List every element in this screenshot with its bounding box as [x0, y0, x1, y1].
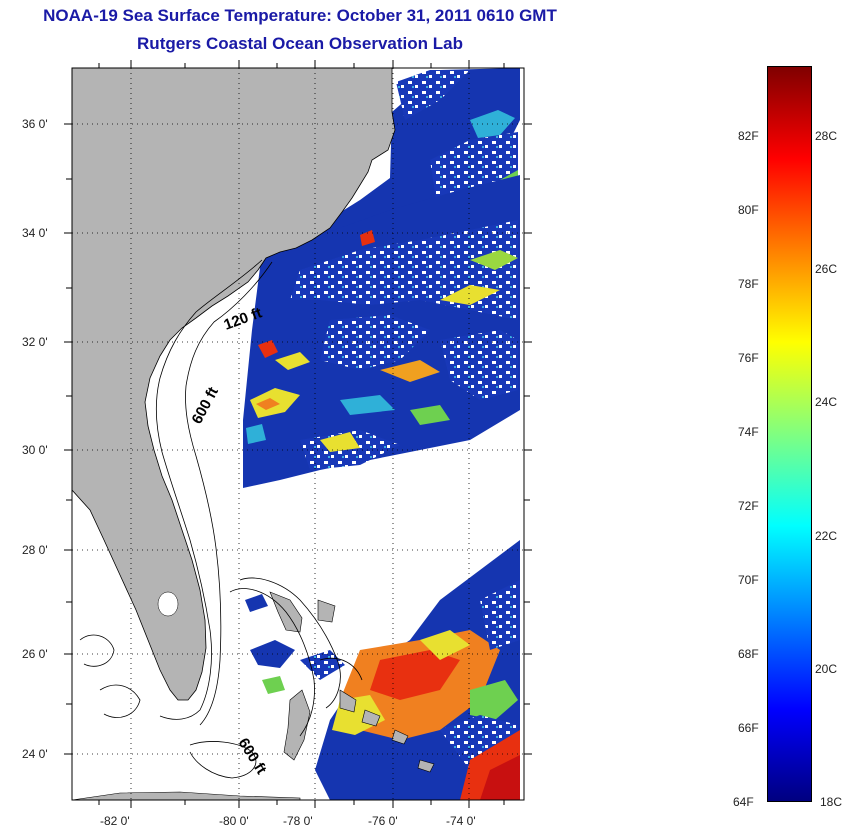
colorbar-label-24c: 24C — [815, 395, 838, 409]
lat-label-36: 36 0' — [22, 117, 48, 131]
colorbar-label-26c: 26C — [815, 262, 838, 276]
colorbar-label-74f: 74F — [738, 425, 759, 439]
colorbar-label-78f: 78F — [738, 277, 759, 291]
colorbar-label-64f: 64F — [733, 795, 754, 809]
bathymetry-contours — [79, 259, 363, 779]
colorbar-label-28c: 28C — [815, 129, 838, 143]
lon-label-78: -78 0' — [283, 814, 313, 828]
colorbar-label-80f: 80F — [738, 203, 759, 217]
lat-label-34: 34 0' — [22, 226, 48, 240]
temperature-colorbar — [767, 66, 812, 802]
map-subtitle: Rutgers Coastal Ocean Observation Lab — [137, 34, 463, 53]
colorbar-label-68f: 68F — [738, 647, 759, 661]
lat-label-28: 28 0' — [22, 543, 48, 557]
axis-ticks — [64, 60, 532, 808]
colorbar-label-66f: 66F — [738, 721, 759, 735]
lon-label-74: -74 0' — [446, 814, 476, 828]
colorbar-label-22c: 22C — [815, 529, 838, 543]
lake-okeechobee — [157, 591, 179, 617]
colorbar-label-76f: 76F — [738, 351, 759, 365]
cuba-landmass — [72, 791, 301, 800]
lat-label-30: 30 0' — [22, 443, 48, 457]
map-title: NOAA-19 Sea Surface Temperature: October… — [43, 6, 557, 25]
sst-swath-main — [243, 175, 520, 488]
map-frame — [71, 67, 525, 801]
graticule — [72, 68, 524, 800]
lon-label-76: -76 0' — [368, 814, 398, 828]
colorbar-label-18c: 18C — [820, 795, 843, 809]
colorbar-label-70f: 70F — [738, 573, 759, 587]
colorbar-label-72f: 72F — [738, 499, 759, 513]
lon-label-80: -80 0' — [219, 814, 249, 828]
lon-label-82: -82 0' — [100, 814, 130, 828]
colorbar-label-20c: 20C — [815, 662, 838, 676]
colorbar-label-82f: 82F — [738, 129, 759, 143]
lat-label-32: 32 0' — [22, 335, 48, 349]
lat-label-26: 26 0' — [22, 647, 48, 661]
us-landmass — [72, 68, 396, 701]
lat-label-24: 24 0' — [22, 747, 48, 761]
sst-swath-south — [245, 540, 520, 800]
